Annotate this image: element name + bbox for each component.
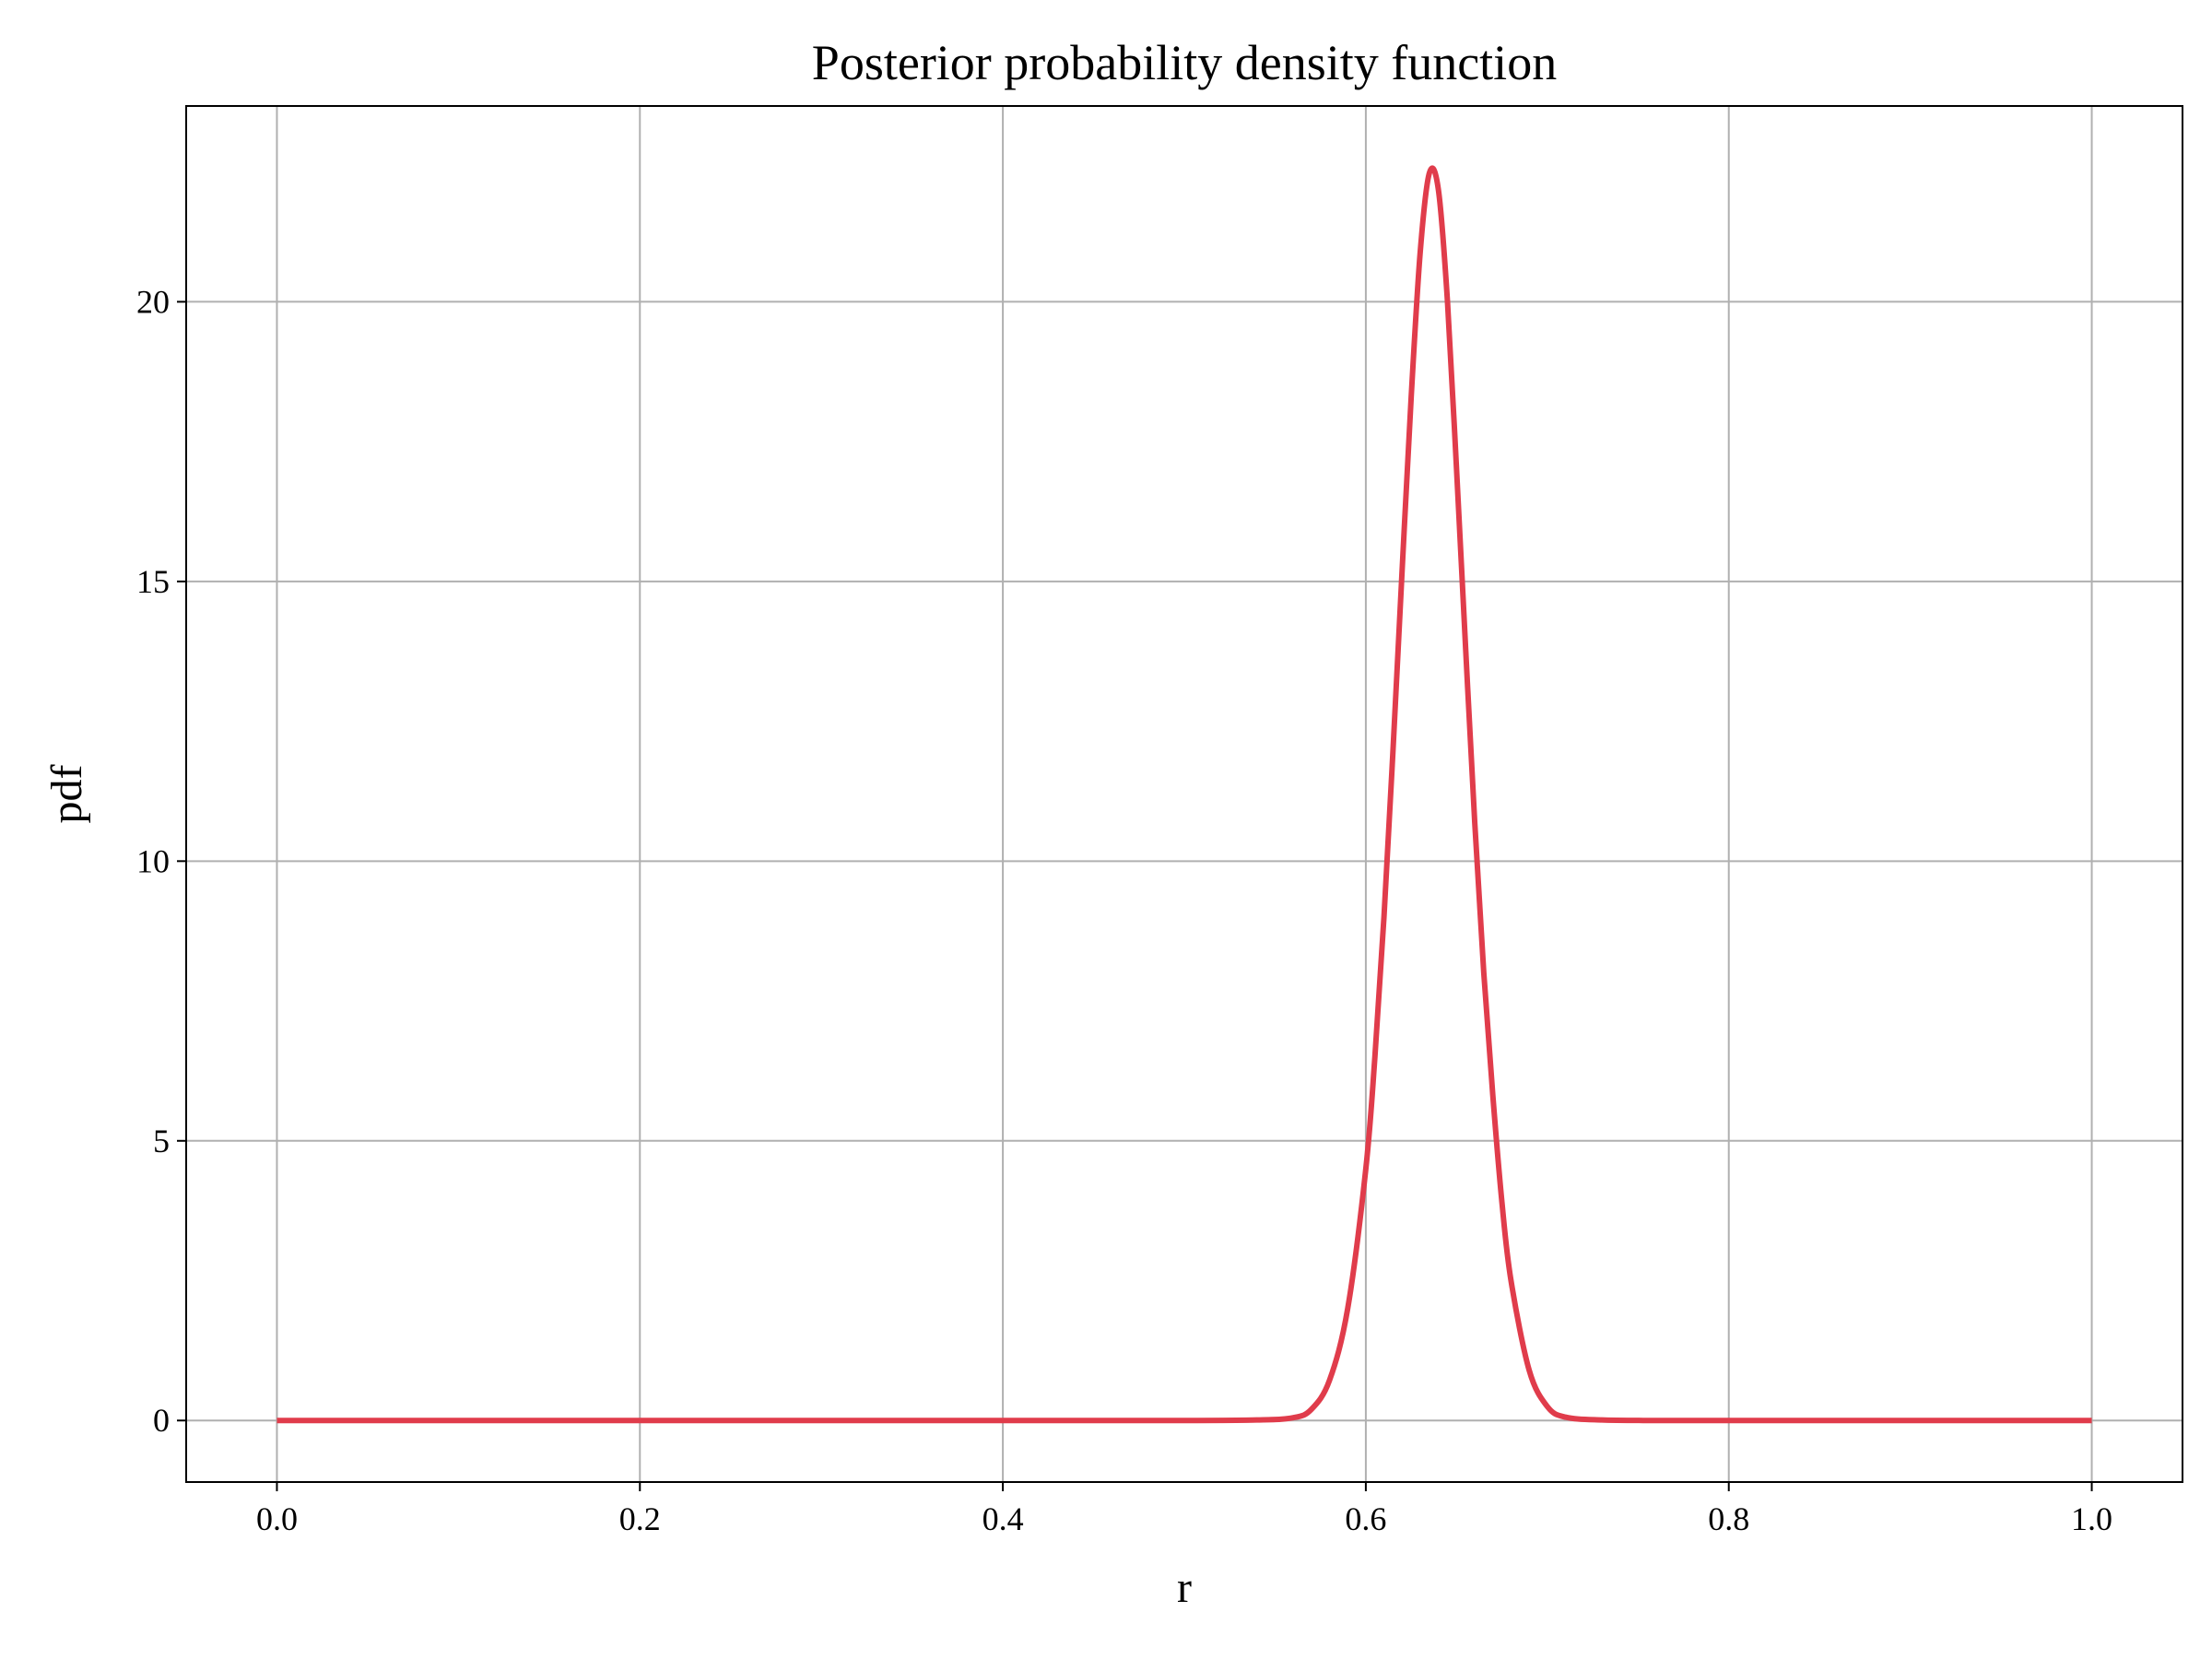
y-axis-label: pdf <box>42 764 91 823</box>
y-tick-label: 15 <box>136 563 170 600</box>
y-tick-label: 5 <box>153 1123 170 1159</box>
x-tick-label: 0.2 <box>619 1500 661 1537</box>
y-tick-label: 10 <box>136 842 170 879</box>
x-axis-label: r <box>1177 1563 1192 1612</box>
data-series <box>276 165 2092 1424</box>
y-tick-label: 20 <box>136 283 170 320</box>
x-tick-label: 0.6 <box>1345 1500 1386 1537</box>
axis-ticks: 0.0 0.2 0.4 0.6 0.8 1.0 0 5 10 15 20 <box>136 283 2112 1537</box>
x-tick-label: 0.4 <box>982 1500 1024 1537</box>
pdf-line <box>276 165 2092 1424</box>
x-tick-label: 1.0 <box>2071 1500 2112 1537</box>
x-tick-label: 0.8 <box>1708 1500 1749 1537</box>
chart-title: Posterior probability density function <box>812 35 1557 90</box>
x-tick-label: 0.0 <box>256 1500 298 1537</box>
plot-area-frame <box>185 105 2183 1483</box>
y-tick-label: 0 <box>153 1402 170 1439</box>
